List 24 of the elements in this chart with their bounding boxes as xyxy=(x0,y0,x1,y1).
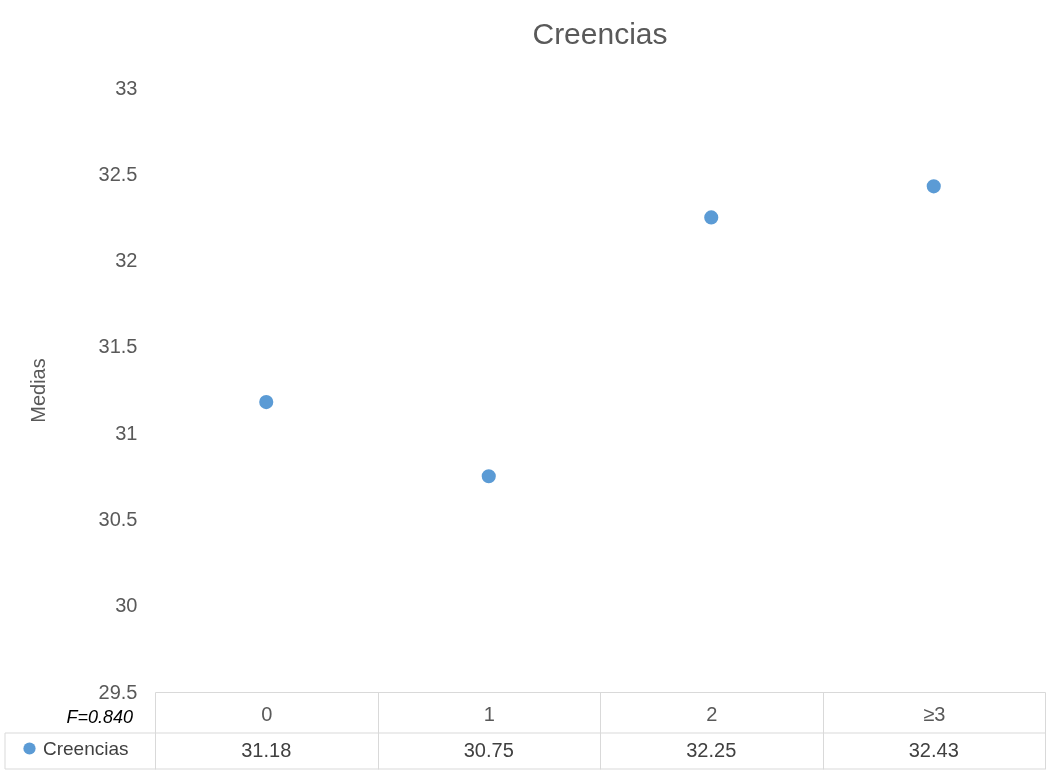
y-tick-label: 33 xyxy=(115,76,138,99)
text: F=0.840 xyxy=(66,707,133,727)
data-label: 32.25 xyxy=(686,739,737,761)
y-tick-label: 29.5 xyxy=(98,680,138,703)
point xyxy=(926,179,941,194)
data-label: 30.75 xyxy=(463,739,514,761)
y-tick-label: 30.5 xyxy=(98,507,138,530)
y-tick-label: 32 xyxy=(115,249,138,272)
y-tick-label: 31.5 xyxy=(98,335,138,358)
y-tick-label: 30 xyxy=(115,594,138,617)
x-tick-label: ≥3 xyxy=(923,702,946,725)
y-tick-label: 31 xyxy=(115,421,138,444)
point xyxy=(704,210,719,225)
y-axis-title: Medias xyxy=(26,358,49,423)
point xyxy=(259,395,274,410)
y-tick-label: 32.5 xyxy=(98,162,138,185)
x-tick-label: 0 xyxy=(261,702,273,725)
data-label: 31.18 xyxy=(241,739,292,761)
data-label: 32.43 xyxy=(908,739,959,761)
x-tick-label: 1 xyxy=(483,702,495,725)
legend-label: Creencias xyxy=(43,737,129,759)
chart-title: Creencias xyxy=(532,17,668,50)
point xyxy=(481,469,496,484)
x-tick-label: 2 xyxy=(706,702,718,725)
